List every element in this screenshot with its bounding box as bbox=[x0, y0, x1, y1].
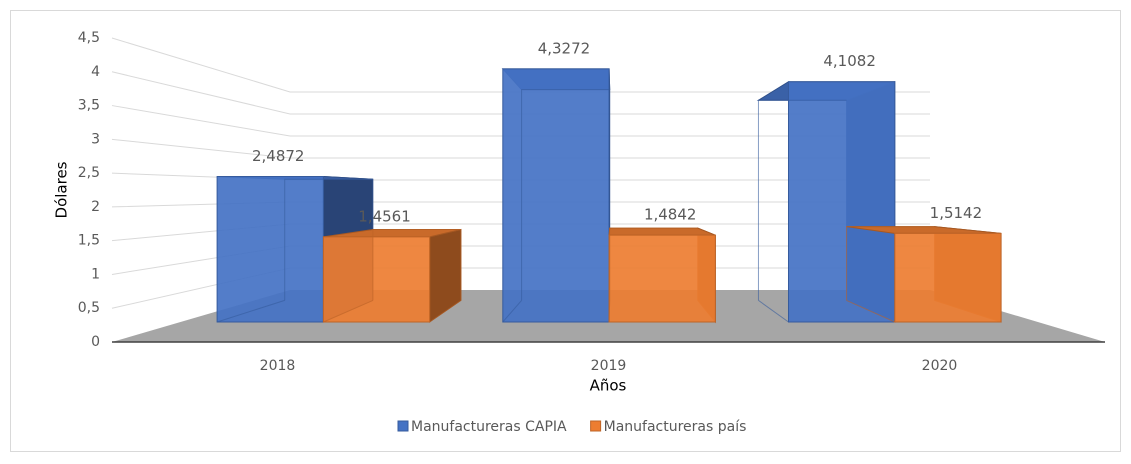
grid-line bbox=[111, 105, 930, 137]
y-tick-label: 2 bbox=[91, 199, 100, 215]
bar-front bbox=[608, 234, 716, 323]
y-tick-label: 3 bbox=[91, 131, 100, 147]
y-tick-label: 3,5 bbox=[78, 98, 100, 114]
bar bbox=[322, 228, 462, 323]
data-label: 4,1082 bbox=[823, 52, 876, 70]
y-tick-label: 1,5 bbox=[78, 233, 100, 249]
data-label: 1,4842 bbox=[644, 206, 697, 224]
bar-edge bbox=[846, 226, 935, 301]
bar bbox=[846, 226, 1002, 323]
bar-edge bbox=[846, 299, 895, 323]
y-axis-title: Dólares bbox=[53, 161, 71, 218]
bar bbox=[756, 80, 896, 323]
grid-line bbox=[111, 37, 930, 93]
bar-front bbox=[322, 236, 431, 323]
legend-swatch bbox=[590, 420, 602, 432]
grid-line bbox=[111, 138, 930, 159]
x-tick-label: 2020 bbox=[922, 358, 958, 374]
legend-label: Manufactureras país bbox=[604, 419, 747, 435]
legend-label: Manufactureras CAPIA bbox=[411, 419, 567, 435]
y-tick-label: 2,5 bbox=[78, 165, 100, 181]
bar-edge bbox=[216, 299, 285, 323]
x-axis-title: Años bbox=[590, 377, 627, 395]
data-label: 1,5142 bbox=[930, 204, 983, 222]
x-tick-label: 2018 bbox=[260, 358, 296, 374]
grid-line bbox=[111, 71, 930, 115]
data-label: 2,4872 bbox=[252, 147, 305, 165]
bar-edge bbox=[757, 99, 847, 301]
data-label: 1,4561 bbox=[358, 207, 411, 225]
bar bbox=[608, 227, 716, 324]
bar-front bbox=[502, 68, 610, 323]
y-tick-label: 4 bbox=[91, 64, 100, 80]
legend-swatch bbox=[397, 420, 409, 432]
bar-front bbox=[216, 176, 324, 323]
bar-edge bbox=[323, 299, 374, 323]
x-tick-label: 2019 bbox=[591, 358, 627, 374]
bar-edge bbox=[372, 228, 461, 301]
data-label: 4,3272 bbox=[538, 39, 591, 57]
y-tick-label: 4,5 bbox=[78, 30, 100, 46]
bar bbox=[501, 68, 611, 323]
bar-front bbox=[787, 81, 896, 323]
y-tick-label: 0 bbox=[91, 334, 100, 350]
bar-edge bbox=[609, 227, 698, 301]
bar-front bbox=[894, 232, 1002, 323]
bar-edge bbox=[608, 300, 611, 322]
bar-edge bbox=[284, 178, 373, 301]
y-tick-label: 0,5 bbox=[78, 300, 100, 316]
bar-top bbox=[608, 227, 716, 236]
y-tick-label: 1 bbox=[91, 266, 100, 282]
bar-edge bbox=[758, 299, 789, 323]
bar-edge bbox=[521, 89, 610, 301]
bar-edge bbox=[502, 300, 522, 323]
